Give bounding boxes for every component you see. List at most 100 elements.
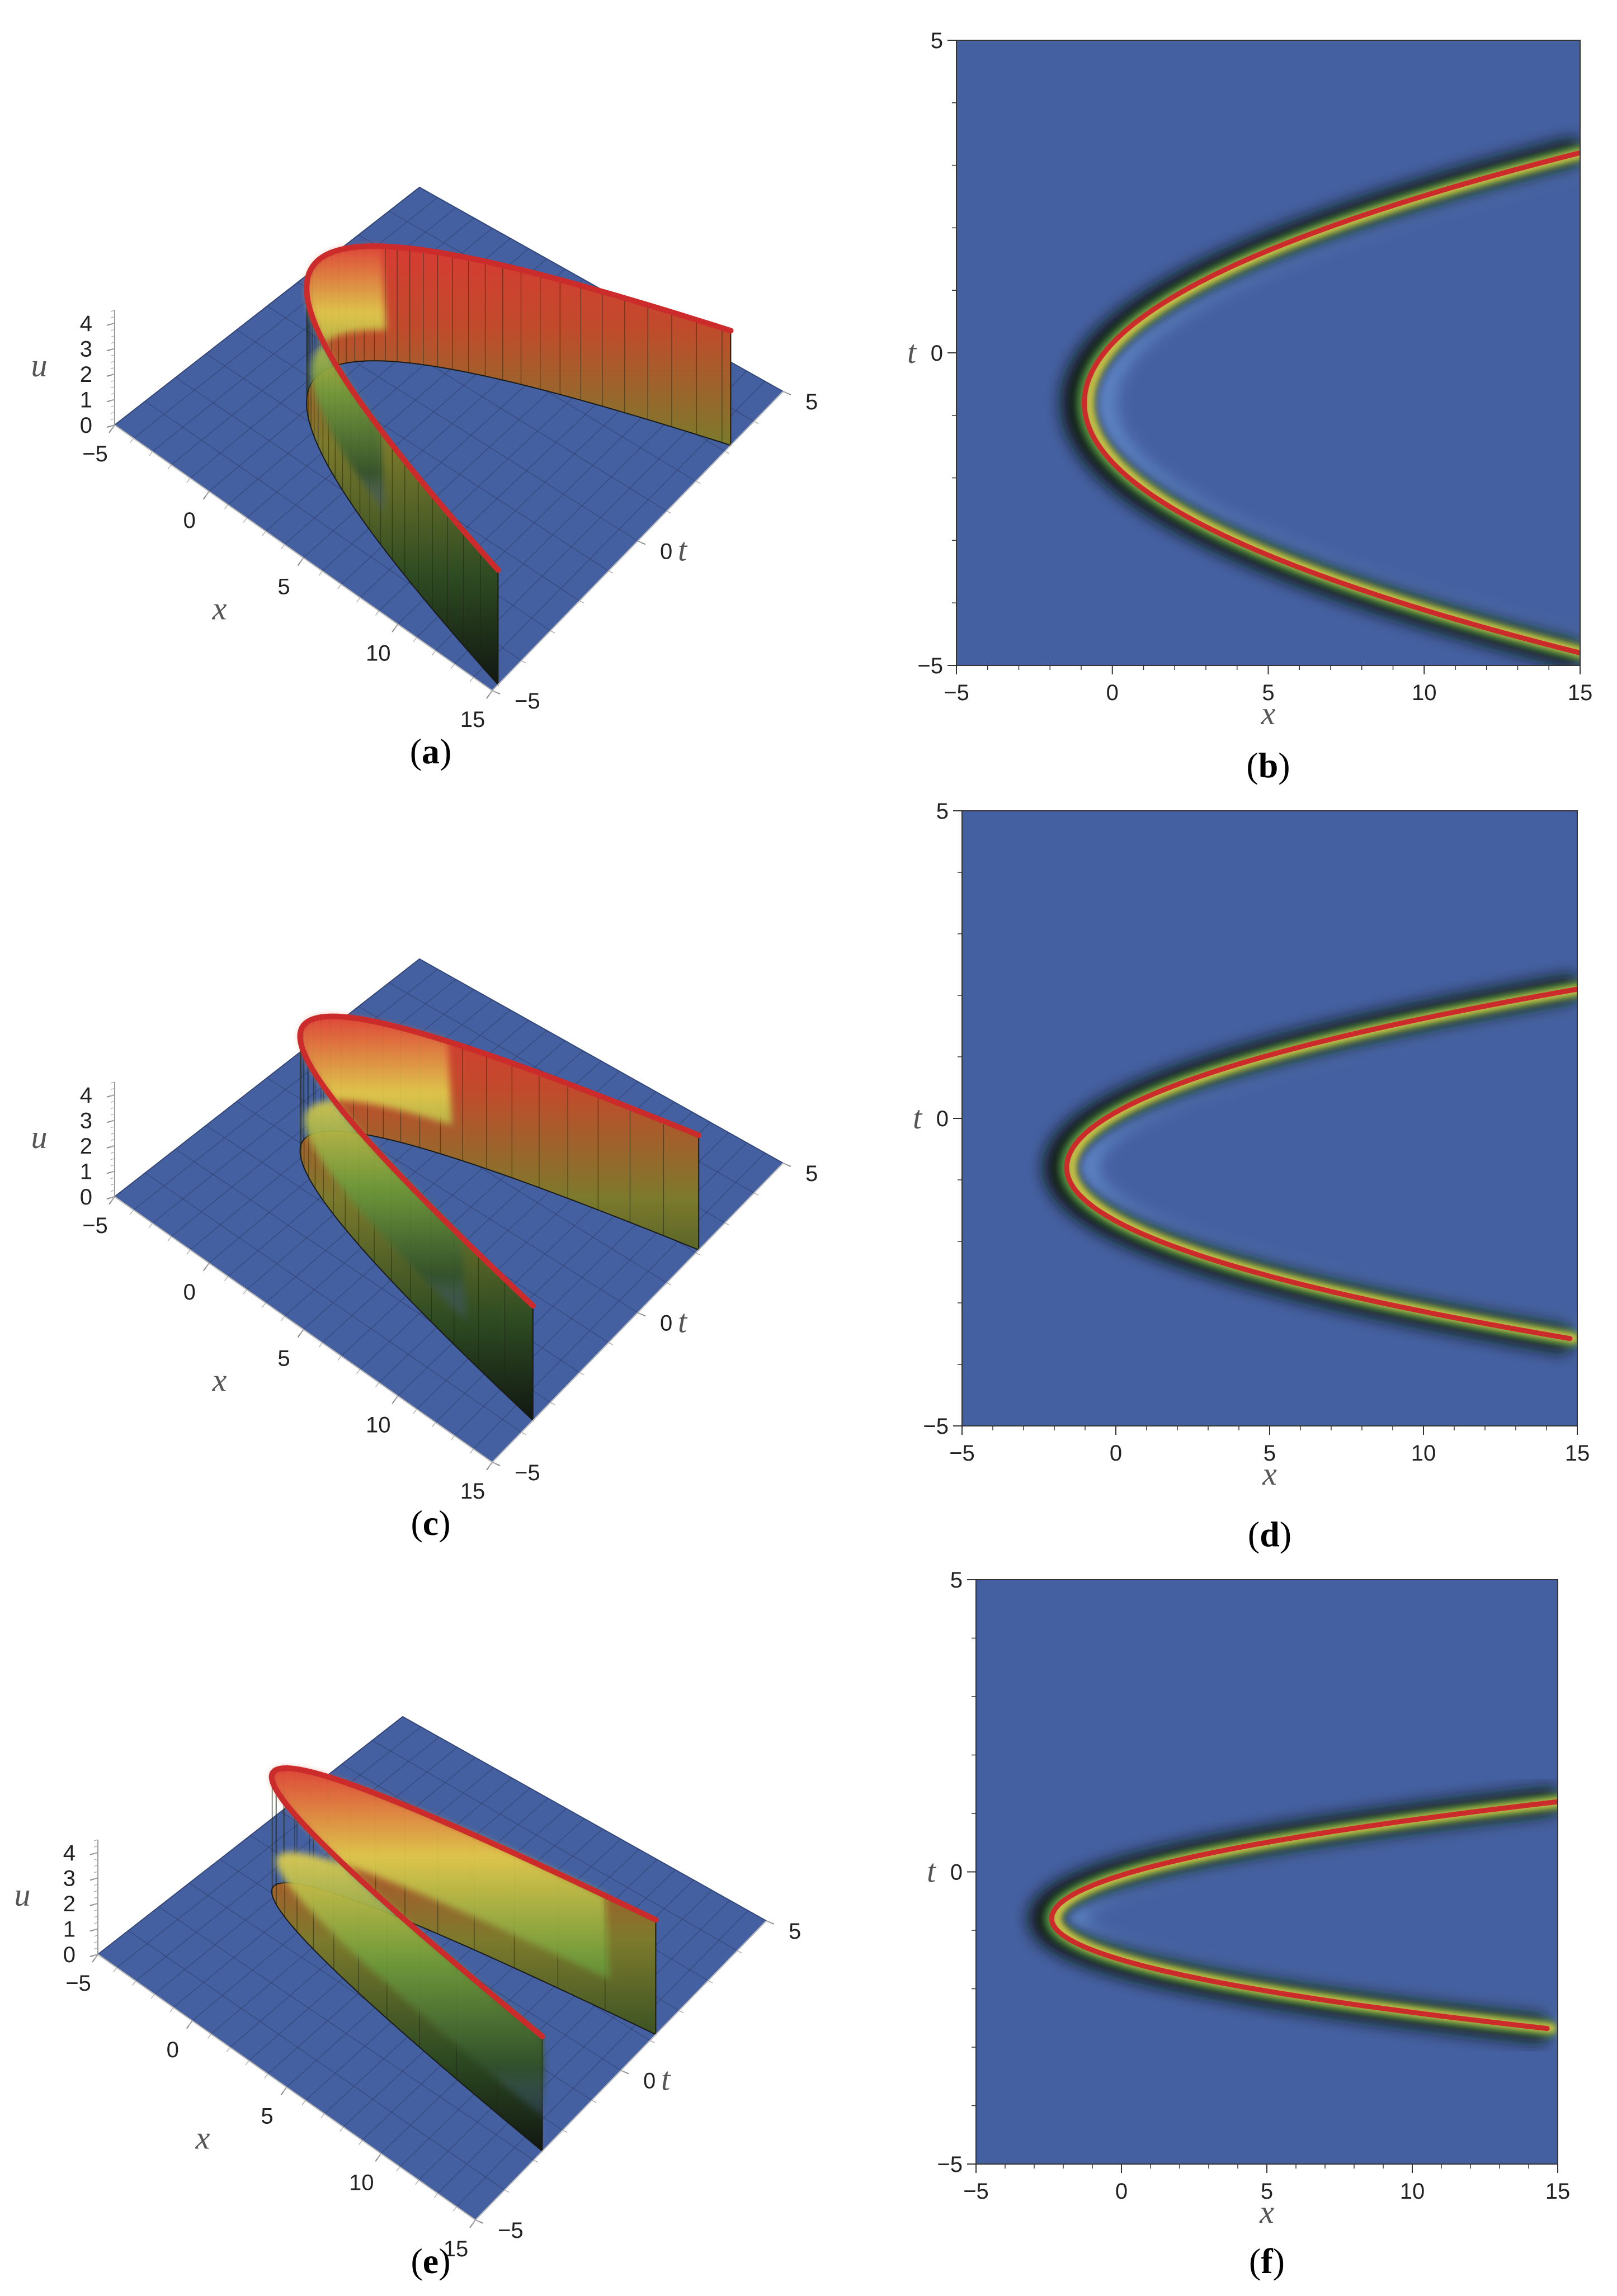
u-minor-tick bbox=[93, 1858, 98, 1860]
u-minor-tick bbox=[93, 1941, 98, 1943]
x-minor-tick bbox=[148, 1223, 153, 1228]
x-tick-label: −5 bbox=[82, 1213, 108, 1238]
x-minor-tick bbox=[186, 1249, 191, 1255]
floor-grid-line bbox=[236, 329, 609, 571]
x-minor-tick bbox=[488, 1462, 493, 1467]
x-minor-tick bbox=[413, 1409, 417, 1414]
x-axis-label: x bbox=[1262, 1456, 1277, 1492]
ridge-crest-glow bbox=[300, 1016, 466, 1322]
y-tick-label: 5 bbox=[950, 1568, 963, 1593]
u-minor-tick bbox=[110, 1113, 115, 1116]
x-tick-label: 15 bbox=[460, 707, 485, 732]
x-tick-label: 10 bbox=[1400, 2179, 1425, 2204]
u-tick-label: 2 bbox=[63, 1892, 76, 1916]
x-minor-tick bbox=[337, 1355, 342, 1361]
t-minor-tick bbox=[753, 1192, 759, 1196]
t-minor-tick bbox=[766, 1920, 771, 1924]
x-minor-tick bbox=[282, 2087, 287, 2092]
x-minor-tick bbox=[394, 623, 398, 629]
x-minor-tick bbox=[226, 2047, 230, 2052]
u-tick-label: 1 bbox=[63, 1917, 76, 1941]
x-minor-tick bbox=[358, 2140, 363, 2145]
x-minor-tick bbox=[207, 2034, 212, 2039]
x-minor-tick bbox=[111, 424, 115, 430]
u-minor-tick bbox=[93, 1864, 98, 1867]
x-minor-tick bbox=[452, 2206, 457, 2212]
u-minor-tick bbox=[110, 1151, 115, 1154]
x-minor-tick bbox=[415, 2180, 419, 2185]
u-minor-tick bbox=[110, 1164, 115, 1166]
ridge-surface bbox=[297, 1013, 702, 1422]
y-tick-label: 0 bbox=[950, 1860, 963, 1885]
x-tick-label: 5 bbox=[277, 1347, 290, 1371]
u-minor-tick bbox=[110, 1100, 115, 1103]
u-minor-tick bbox=[110, 323, 115, 325]
u-minor-tick bbox=[110, 361, 115, 363]
u-tick-label: 0 bbox=[63, 1943, 76, 1967]
t-minor-tick bbox=[550, 1402, 555, 1405]
u-minor-tick bbox=[110, 374, 115, 376]
x-minor-tick bbox=[469, 1448, 474, 1454]
ridge-crest-glow bbox=[271, 1768, 610, 2120]
density-ridge bbox=[1062, 139, 1580, 665]
y-tick-label: −5 bbox=[937, 2152, 963, 2177]
x-tick-label: 5 bbox=[261, 2104, 273, 2129]
x-tick-label: 0 bbox=[183, 1280, 196, 1305]
u-minor-tick bbox=[110, 329, 115, 331]
u-minor-tick bbox=[110, 424, 115, 427]
u-minor-tick bbox=[93, 1884, 98, 1886]
u-minor-tick bbox=[110, 367, 115, 370]
y-axis-label: t bbox=[913, 1099, 923, 1136]
t-minor-tick bbox=[608, 1342, 614, 1345]
x-minor-tick bbox=[94, 1954, 98, 1959]
t-minor-tick bbox=[666, 511, 672, 514]
t-minor-tick bbox=[666, 1282, 672, 1286]
u-minor-tick bbox=[93, 1922, 98, 1924]
t-tick-label: −5 bbox=[498, 2218, 524, 2243]
x-minor-tick bbox=[148, 451, 153, 456]
x-minor-tick bbox=[262, 1302, 266, 1308]
u-minor-tick bbox=[110, 386, 115, 389]
t-minor-tick bbox=[591, 2100, 597, 2103]
t-minor-tick bbox=[492, 690, 497, 693]
u-tick-label: 4 bbox=[63, 1841, 76, 1865]
u-tick-label: 3 bbox=[80, 337, 92, 361]
t-axis-label: t bbox=[678, 532, 688, 568]
t-tick-label: −5 bbox=[515, 1461, 540, 1485]
x-tick-label: 15 bbox=[1568, 681, 1593, 705]
u-minor-tick bbox=[110, 405, 115, 408]
x-minor-tick bbox=[130, 438, 134, 443]
u-minor-tick bbox=[110, 418, 115, 421]
x-minor-tick bbox=[450, 1435, 455, 1440]
t-minor-tick bbox=[521, 1432, 526, 1435]
u-minor-tick bbox=[93, 1928, 98, 1931]
u-minor-tick bbox=[110, 348, 115, 350]
x-tick-label: 10 bbox=[366, 641, 391, 665]
u-minor-tick bbox=[93, 1890, 98, 1892]
x-minor-tick bbox=[188, 2020, 193, 2026]
ridge-crest bbox=[304, 243, 734, 573]
u-minor-tick bbox=[110, 412, 115, 414]
u-minor-tick bbox=[93, 1909, 98, 1911]
x-minor-tick bbox=[450, 664, 455, 669]
u-axis-label: u bbox=[31, 347, 48, 384]
u-minor-tick bbox=[93, 1871, 98, 1873]
t-minor-tick bbox=[782, 391, 788, 394]
u-minor-tick bbox=[110, 355, 115, 357]
t-minor-tick bbox=[724, 1222, 730, 1226]
t-minor-tick bbox=[579, 600, 584, 604]
floor-grid-line bbox=[372, 1740, 738, 1952]
x-minor-tick bbox=[299, 558, 304, 563]
ridge-surface bbox=[304, 243, 734, 686]
x-axis-label: x bbox=[212, 590, 227, 627]
x-minor-tick bbox=[320, 2113, 325, 2119]
u-minor-tick bbox=[110, 1088, 115, 1090]
y-tick-label: 0 bbox=[931, 341, 943, 366]
x-tick-label: −5 bbox=[944, 681, 969, 705]
x-tick-label: 5 bbox=[1261, 2179, 1273, 2204]
panel-caption: (b) bbox=[1246, 745, 1290, 785]
x-minor-tick bbox=[245, 2060, 249, 2066]
